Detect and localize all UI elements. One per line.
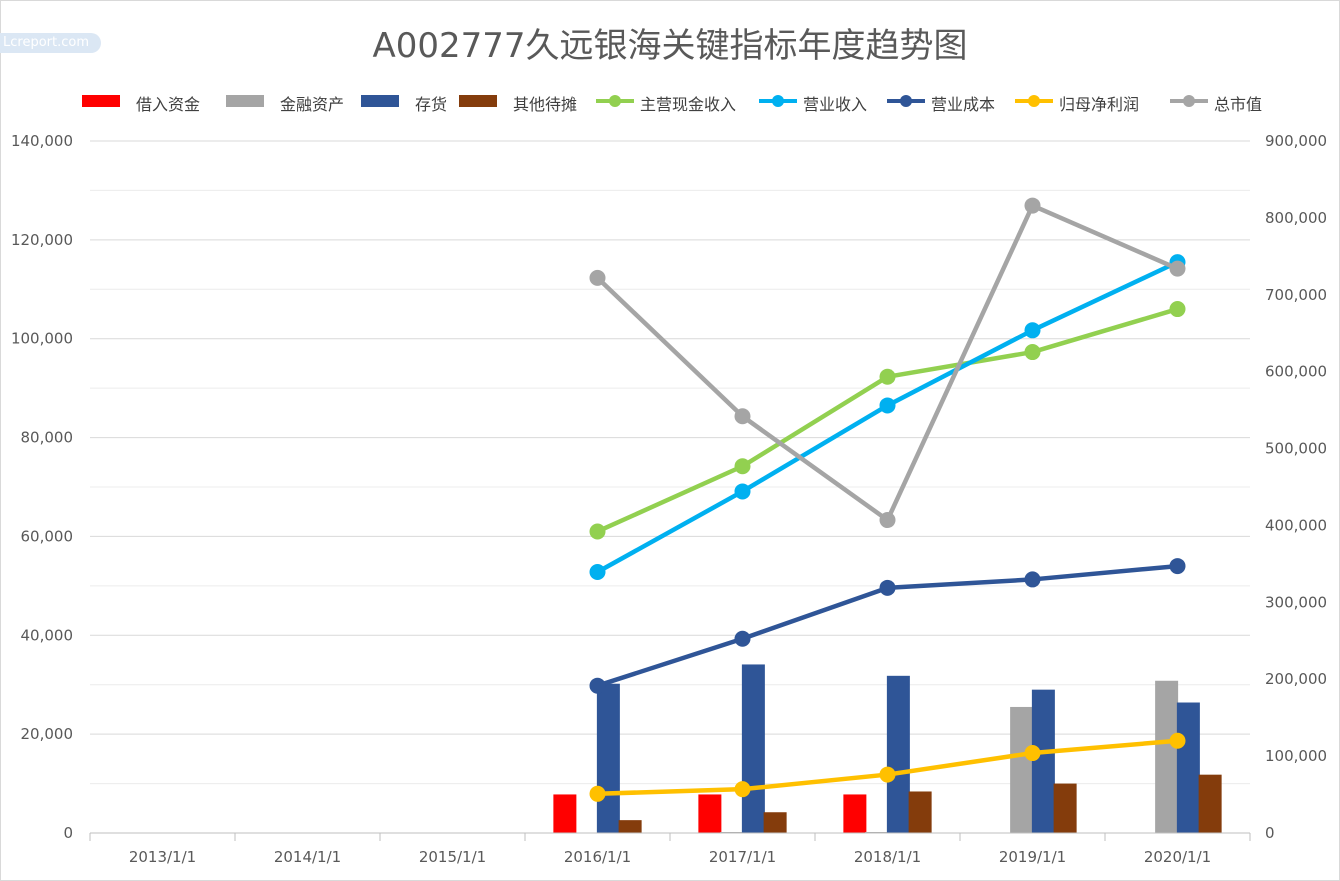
y-right-tick-label: 800,000 [1265,209,1327,227]
y-right-tick-label: 600,000 [1265,363,1327,381]
series-point [879,512,896,529]
y-right-tick-label: 300,000 [1265,593,1327,611]
bar [553,794,577,833]
bar [1053,783,1077,833]
x-tick-label: 2020/1/1 [1144,848,1211,866]
y-right-tick-label: 500,000 [1265,440,1327,458]
bar [698,794,722,833]
legend-swatch-revenue [759,95,797,107]
series-line [595,203,1180,523]
bar [1155,680,1179,833]
x-tick-label: 2013/1/1 [129,848,196,866]
x-tick-label: 2015/1/1 [419,848,486,866]
chart-title: A002777久远银海关键指标年度趋势图 [372,26,968,66]
series-point [589,677,606,694]
y-left-tick-label: 120,000 [11,231,73,249]
series-point [879,579,896,596]
legend-swatch-net-profit [1015,95,1053,107]
series-point [734,408,751,425]
y-left-tick-label: 60,000 [21,527,74,545]
series-point [734,781,751,798]
series-point [589,523,606,540]
y-left-tick-label: 0 [63,824,73,842]
x-tick-label: 2014/1/1 [274,848,341,866]
bar [1198,774,1222,833]
series-point [879,766,896,783]
y-left-tick-label: 20,000 [21,725,74,743]
series-point [879,397,896,414]
legend-swatch-financial-assets [226,95,264,107]
series-point [1024,322,1041,339]
series-point [1169,732,1186,749]
series-point [1169,301,1186,318]
bar [618,820,642,833]
legend-label-inventory: 存货 [415,95,448,114]
series-point [879,368,896,385]
series-point [734,630,751,647]
series-point [589,269,606,286]
series-point [1024,344,1041,361]
x-tick-label: 2019/1/1 [999,848,1066,866]
series-point [1169,260,1186,277]
y-right-tick-label: 400,000 [1265,516,1327,534]
series-point [734,483,751,500]
series-point [734,458,751,475]
y-right-tick-label: 900,000 [1265,132,1327,150]
y-right-tick-label: 0 [1265,824,1275,842]
bar [1031,689,1055,833]
legend-label-financial-assets: 金融资产 [280,95,345,114]
legend-swatch-other-deferred [459,95,497,107]
series-point [589,564,606,581]
bar [1010,706,1034,833]
bar [1176,702,1200,833]
x-tick-label: 2017/1/1 [709,848,776,866]
bar [596,683,620,833]
series-point [1024,745,1041,762]
bar [843,794,867,833]
y-left-tick-label: 140,000 [11,132,73,150]
series-point [589,785,606,802]
y-right-tick-label: 200,000 [1265,670,1327,688]
legend-swatch-borrowed-funds [82,95,120,107]
legend-swatch-inventory [361,95,399,107]
bar [908,791,932,833]
legend-label-other-deferred: 其他待摊 [513,95,578,114]
x-tick-label: 2018/1/1 [854,848,921,866]
legend-swatch-market-cap [1170,95,1208,107]
watermark: Lcreport.com [0,33,101,53]
legend-swatch-main-cash-income [596,95,634,107]
bar [886,675,910,833]
legend-label-market-cap: 总市值 [1214,95,1263,114]
y-left-tick-label: 40,000 [21,626,74,644]
legend-label-revenue: 营业收入 [803,95,868,114]
legend-label-operating-cost: 营业成本 [931,95,996,114]
y-right-tick-label: 700,000 [1265,286,1327,304]
series-point [1169,558,1186,575]
bar [763,812,787,833]
series-point [1024,197,1041,214]
y-right-tick-label: 100,000 [1265,747,1327,765]
legend-label-borrowed-funds: 借入资金 [136,95,201,114]
bar [741,664,765,833]
legend-label-main-cash-income: 主营现金收入 [640,95,737,114]
y-left-tick-label: 80,000 [21,429,74,447]
legend-swatch-operating-cost [887,95,925,107]
series-point [1024,571,1041,588]
x-tick-label: 2016/1/1 [564,848,631,866]
legend-label-net-profit: 归母净利润 [1059,95,1140,114]
y-left-tick-label: 100,000 [11,330,73,348]
series-line [595,306,1180,534]
